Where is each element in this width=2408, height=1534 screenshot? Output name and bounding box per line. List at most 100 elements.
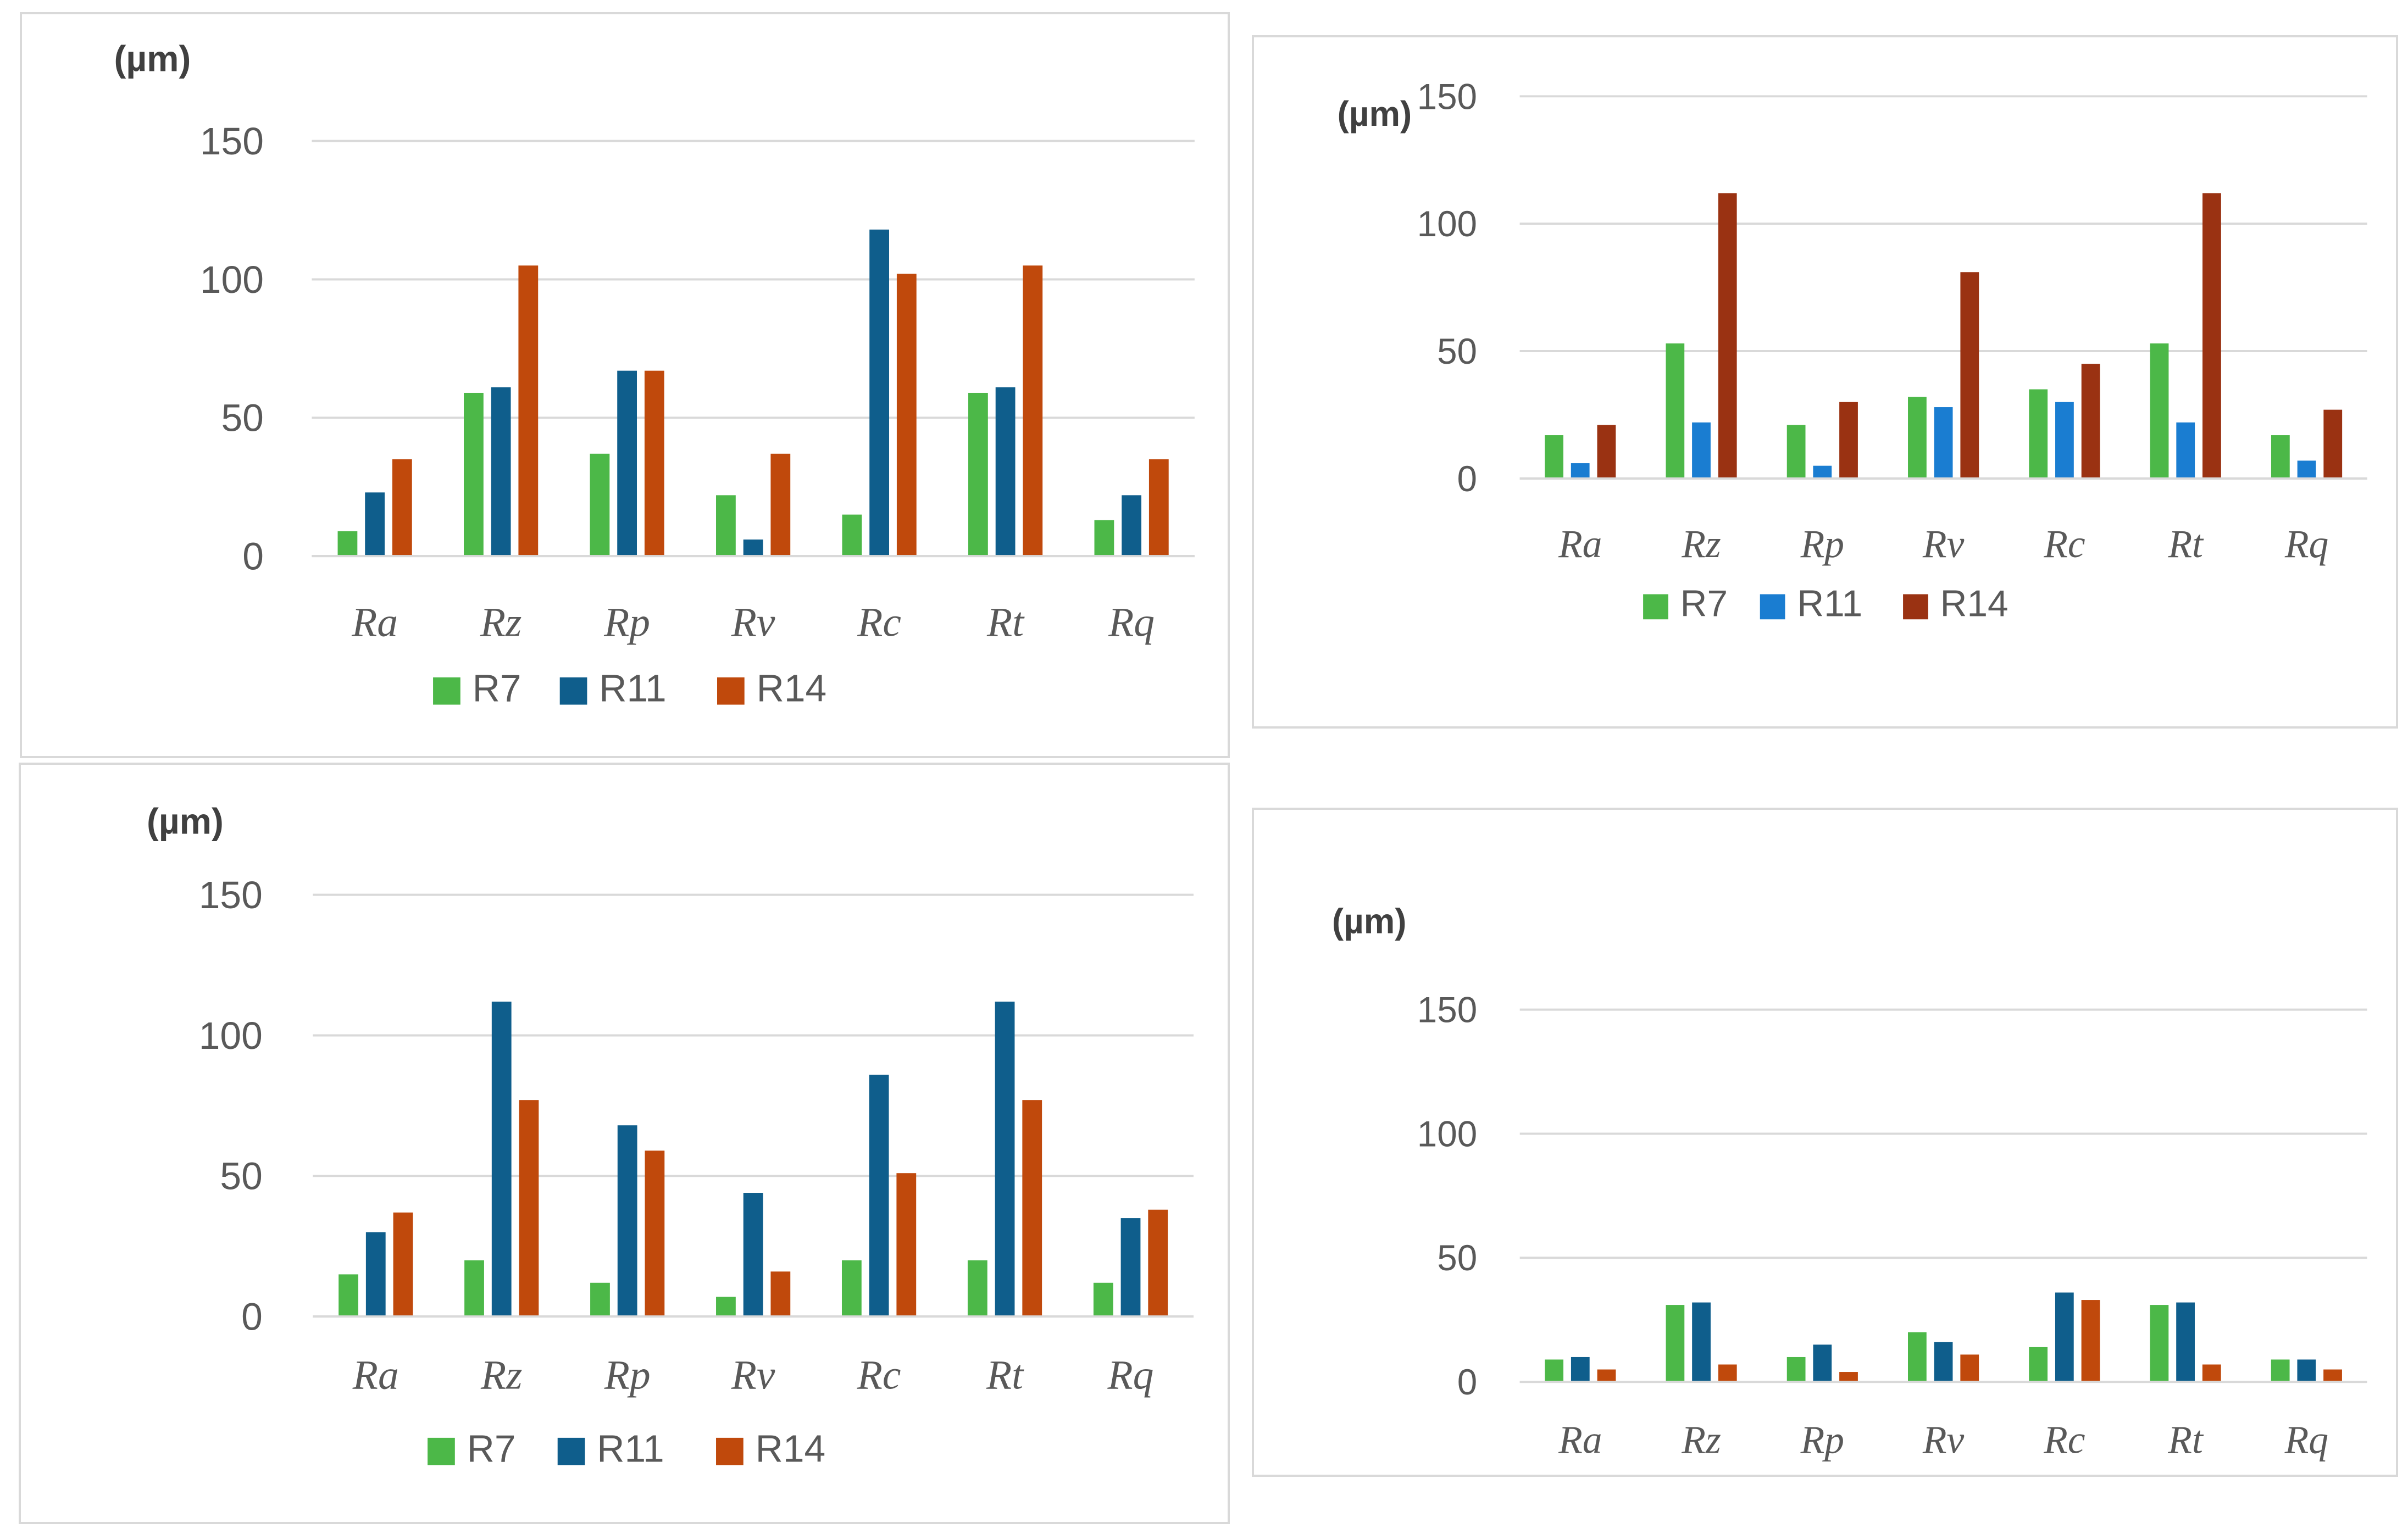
bar-top-left-R11-Rv xyxy=(743,539,763,557)
x-tick-label-bottom-left-Rq: Rq xyxy=(1107,1352,1154,1398)
x-tick-label-bottom-left-Ra: Ra xyxy=(352,1352,399,1398)
bar-top-left-R11-Ra xyxy=(365,492,385,557)
y-tick-label-bottom-left-50: 50 xyxy=(220,1155,262,1198)
bar-bottom-right-R14-Rc xyxy=(2081,1300,2100,1382)
bar-top-left-R14-Rz xyxy=(518,265,539,557)
bar-top-right-R7-Ra xyxy=(1545,435,1563,479)
bar-top-left-R7-Rp xyxy=(590,453,610,557)
bar-bottom-left-R14-Rv xyxy=(770,1271,791,1317)
x-tick-label-bottom-right-Ra: Ra xyxy=(1558,1418,1602,1461)
x-tick-label-bottom-right-Rz: Rz xyxy=(1681,1418,1721,1461)
bar-top-left-R7-Rc xyxy=(842,514,862,557)
x-tick-label-top-right-Ra: Ra xyxy=(1558,523,1602,566)
unit-label-bottom-left: (µm) xyxy=(147,801,224,841)
bar-bottom-left-R7-Rt xyxy=(967,1260,987,1317)
y-tick-label-top-right-150: 150 xyxy=(1417,76,1477,116)
y-tick-label-bottom-right-0: 0 xyxy=(1457,1362,1477,1402)
x-tick-label-top-right-Rt: Rt xyxy=(2167,523,2204,566)
y-tick-label-bottom-left-150: 150 xyxy=(199,874,263,916)
bar-top-right-R14-Rt xyxy=(2202,193,2221,479)
bar-bottom-right-R14-Ra xyxy=(1597,1369,1616,1382)
bar-bottom-right-R7-Rc xyxy=(2029,1347,2048,1382)
x-tick-label-bottom-left-Rv: Rv xyxy=(731,1352,775,1398)
bar-top-right-R14-Rz xyxy=(1718,193,1737,479)
bar-bottom-left-R14-Rc xyxy=(896,1173,917,1317)
y-tick-label-top-left-100: 100 xyxy=(200,258,264,301)
bar-bottom-right-R7-Rz xyxy=(1666,1305,1685,1382)
legend-label-bottom-left-R11: R11 xyxy=(597,1427,664,1470)
bar-bottom-left-R11-Rp xyxy=(617,1125,637,1317)
bar-top-left-R11-Rp xyxy=(617,370,637,557)
bar-bottom-right-R11-Rq xyxy=(2297,1359,2316,1382)
bar-bottom-left-R14-Rz xyxy=(519,1100,539,1317)
x-tick-label-top-right-Rv: Rv xyxy=(1922,523,1965,566)
bar-bottom-left-R7-Ra xyxy=(339,1274,358,1317)
bar-bottom-left-R11-Rz xyxy=(491,1002,512,1317)
bar-bottom-right-R11-Rt xyxy=(2176,1302,2195,1382)
bar-bottom-right-R14-Rv xyxy=(1960,1354,1979,1382)
bar-top-left-R11-Rz xyxy=(491,387,511,557)
bar-top-right-R7-Rc xyxy=(2029,389,2048,479)
bar-top-right-R11-Rt xyxy=(2176,422,2195,479)
bar-top-left-R11-Rc xyxy=(869,229,890,557)
bar-bottom-right-R7-Rv xyxy=(1908,1332,1927,1382)
bar-top-right-R11-Ra xyxy=(1571,463,1590,479)
bar-bottom-left-R11-Rt xyxy=(995,1002,1015,1317)
y-tick-label-top-right-50: 50 xyxy=(1437,331,1477,371)
x-tick-label-bottom-right-Rt: Rt xyxy=(2167,1418,2204,1461)
bar-bottom-left-R7-Rp xyxy=(590,1282,610,1317)
bar-bottom-right-R14-Rp xyxy=(1839,1372,1858,1382)
legend-label-bottom-left-R14: R14 xyxy=(756,1427,826,1470)
bar-top-right-R7-Rz xyxy=(1666,343,1685,479)
legend-label-top-right-R14: R14 xyxy=(1940,583,2008,624)
x-tick-label-top-right-Rq: Rq xyxy=(2284,523,2328,566)
y-tick-label-top-left-150: 150 xyxy=(200,120,264,163)
bar-top-left-R7-Rt xyxy=(968,392,988,557)
legend-label-top-left-R14: R14 xyxy=(757,667,827,710)
y-tick-label-bottom-right-50: 50 xyxy=(1437,1238,1477,1278)
legend-swatch-top-left-R7 xyxy=(433,677,460,705)
legend-label-top-right-R11: R11 xyxy=(1797,583,1862,624)
bar-bottom-right-R14-Rq xyxy=(2323,1369,2342,1382)
bar-bottom-left-R14-Rp xyxy=(645,1150,665,1317)
bar-top-left-R11-Rq xyxy=(1122,495,1142,557)
x-tick-label-top-right-Rp: Rp xyxy=(1800,523,1844,566)
legend-label-bottom-left-R7: R7 xyxy=(467,1427,516,1470)
x-tick-label-bottom-right-Rq: Rq xyxy=(2284,1418,2328,1461)
y-tick-label-bottom-right-150: 150 xyxy=(1417,990,1477,1030)
bar-bottom-left-R11-Rv xyxy=(743,1193,763,1317)
legend-label-top-left-R11: R11 xyxy=(599,667,666,710)
y-tick-label-bottom-left-0: 0 xyxy=(241,1296,263,1338)
bar-top-right-R14-Rp xyxy=(1839,402,1858,479)
bar-top-right-R11-Rp xyxy=(1813,465,1832,479)
bar-bottom-left-R14-Rq xyxy=(1148,1209,1168,1317)
bar-top-left-R7-Rz xyxy=(464,392,484,557)
chart-panel-top-right: (µm) 0 50 100 150 Ra Rz Rp Rv Rc Rt Rq R7 R11 R14 xyxy=(1252,35,2398,729)
bar-top-right-R14-Rc xyxy=(2081,364,2100,479)
bar-chart-top-right: (µm) 0 50 100 150 Ra Rz Rp Rv Rc Rt Rq R7 R11 R14 xyxy=(1338,76,2367,624)
x-tick-label-top-left-Rz: Rz xyxy=(480,599,522,645)
y-tick-label-top-left-50: 50 xyxy=(221,397,263,440)
bar-bottom-right-R7-Rp xyxy=(1786,1357,1806,1382)
x-tick-label-bottom-left-Rc: Rc xyxy=(857,1352,901,1398)
bar-chart-bottom-left: (µm) 0 50 100 150 Ra Rz Rp Rv Rc Rt Rq R7 R11 R14 xyxy=(147,801,1194,1470)
bar-top-right-R14-Rq xyxy=(2323,409,2343,479)
legend-swatch-top-left-R14 xyxy=(717,677,745,705)
bar-chart-top-left: (µm) 0 50 100 150 Ra Rz Rp Rv Rc Rt Rq R7 R11 R14 xyxy=(114,38,1195,710)
bar-top-right-R7-Rq xyxy=(2271,435,2290,479)
x-tick-label-bottom-left-Rt: Rt xyxy=(986,1352,1024,1398)
x-tick-label-bottom-right-Rv: Rv xyxy=(1922,1418,1965,1461)
bar-top-left-R7-Rq xyxy=(1094,520,1114,557)
legend-label-top-left-R7: R7 xyxy=(473,667,521,710)
bar-bottom-left-R11-Rc xyxy=(869,1075,889,1317)
bar-bottom-left-R14-Rt xyxy=(1022,1100,1042,1317)
bar-bottom-right-R7-Ra xyxy=(1545,1359,1564,1382)
bar-bottom-right-R11-Rc xyxy=(2055,1292,2074,1382)
legend-swatch-top-right-R11 xyxy=(1760,594,1785,620)
bar-bottom-left-R14-Ra xyxy=(393,1212,413,1317)
bar-bottom-right-R7-Rq xyxy=(2271,1359,2290,1382)
x-tick-label-top-right-Rz: Rz xyxy=(1681,523,1721,566)
bar-top-right-R11-Rv xyxy=(1934,407,1953,479)
bar-bottom-right-R14-Rz xyxy=(1718,1364,1737,1382)
bar-top-left-R14-Rv xyxy=(770,453,791,557)
